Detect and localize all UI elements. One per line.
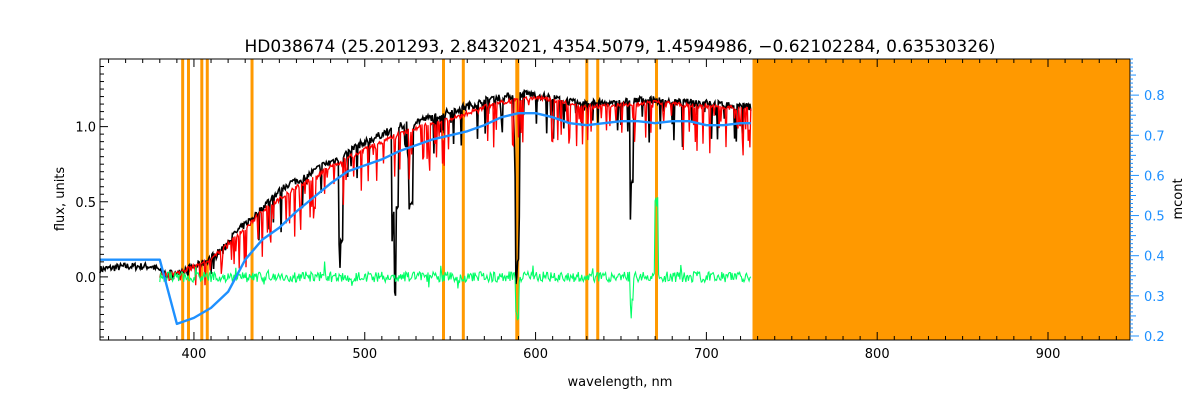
axes: 400 500 600 700 800 900 0.0 0.5 1.0 0.2 0.3 0.4 0.5 0…	[75, 58, 1165, 362]
chart-title: HD038674 (25.201293, 2.8432021, 4354.507…	[245, 37, 996, 57]
residual-line	[159, 197, 752, 321]
y-axis-label: flux, units	[53, 167, 68, 232]
observed-spectrum-line	[99, 88, 752, 296]
masked-line-2	[200, 59, 204, 340]
masked-line-9	[585, 59, 589, 340]
y2-tick-label: 0.8	[1144, 89, 1165, 104]
masked-line-1	[186, 59, 190, 340]
y-tick-label: 0.0	[75, 271, 96, 286]
masked-line-4	[250, 59, 254, 340]
masked-line-5	[442, 59, 446, 340]
y-tick-label: 0.5	[75, 196, 96, 211]
x-tick-label: 700	[694, 347, 719, 362]
masked-line-10	[596, 59, 600, 340]
y2-tick-label: 0.4	[1144, 250, 1165, 265]
masked-line-8	[516, 59, 520, 340]
y2-tick-label: 0.5	[1144, 210, 1165, 225]
masked-line-3	[205, 59, 209, 340]
continuum-line	[100, 112, 751, 326]
x-axis-label: wavelength, nm	[568, 375, 673, 390]
x-tick-label: 400	[182, 347, 207, 362]
x-tick-label: 500	[352, 347, 377, 362]
x-tick-label: 800	[865, 347, 890, 362]
y-tick-label: 1.0	[75, 121, 96, 136]
y2-tick-label: 0.6	[1144, 169, 1165, 184]
x-tick-label: 900	[1036, 347, 1061, 362]
x-tick-label: 600	[523, 347, 548, 362]
plot-area	[99, 59, 1130, 340]
y2-tick-label: 0.7	[1144, 129, 1165, 144]
y2-axis-label: mcont	[1171, 178, 1186, 219]
masked-region	[752, 59, 1130, 340]
y2-tick-label: 0.3	[1144, 290, 1165, 305]
masked-line-0	[181, 59, 185, 340]
masked-line-6	[461, 59, 465, 340]
model-spectrum-line	[159, 94, 752, 286]
y2-tick-label: 0.2	[1144, 330, 1165, 345]
